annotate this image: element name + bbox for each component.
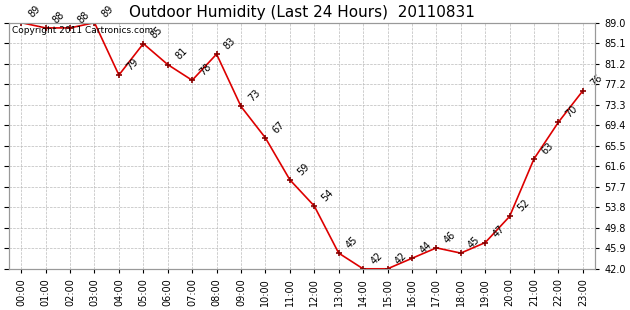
Text: 88: 88 bbox=[51, 9, 67, 25]
Text: 67: 67 bbox=[271, 119, 287, 135]
Text: 63: 63 bbox=[539, 140, 555, 156]
Text: 88: 88 bbox=[76, 9, 91, 25]
Text: 47: 47 bbox=[491, 224, 507, 240]
Text: 54: 54 bbox=[320, 187, 336, 203]
Text: 46: 46 bbox=[442, 229, 457, 245]
Text: 45: 45 bbox=[344, 234, 360, 250]
Text: 70: 70 bbox=[564, 104, 580, 119]
Text: 89: 89 bbox=[100, 4, 116, 20]
Text: 52: 52 bbox=[515, 198, 531, 214]
Text: 79: 79 bbox=[125, 56, 140, 72]
Text: 76: 76 bbox=[588, 72, 604, 88]
Text: 42: 42 bbox=[393, 250, 409, 266]
Text: 44: 44 bbox=[418, 240, 433, 255]
Text: 59: 59 bbox=[295, 161, 311, 177]
Text: 78: 78 bbox=[198, 62, 214, 78]
Title: Outdoor Humidity (Last 24 Hours)  20110831: Outdoor Humidity (Last 24 Hours) 2011083… bbox=[129, 5, 475, 20]
Text: 42: 42 bbox=[369, 250, 384, 266]
Text: Copyright 2011 Cartronics.com: Copyright 2011 Cartronics.com bbox=[12, 26, 153, 35]
Text: 73: 73 bbox=[246, 88, 262, 104]
Text: 89: 89 bbox=[27, 4, 43, 20]
Text: 85: 85 bbox=[149, 25, 164, 41]
Text: 83: 83 bbox=[222, 36, 238, 51]
Text: 45: 45 bbox=[466, 234, 482, 250]
Text: 81: 81 bbox=[173, 46, 189, 62]
